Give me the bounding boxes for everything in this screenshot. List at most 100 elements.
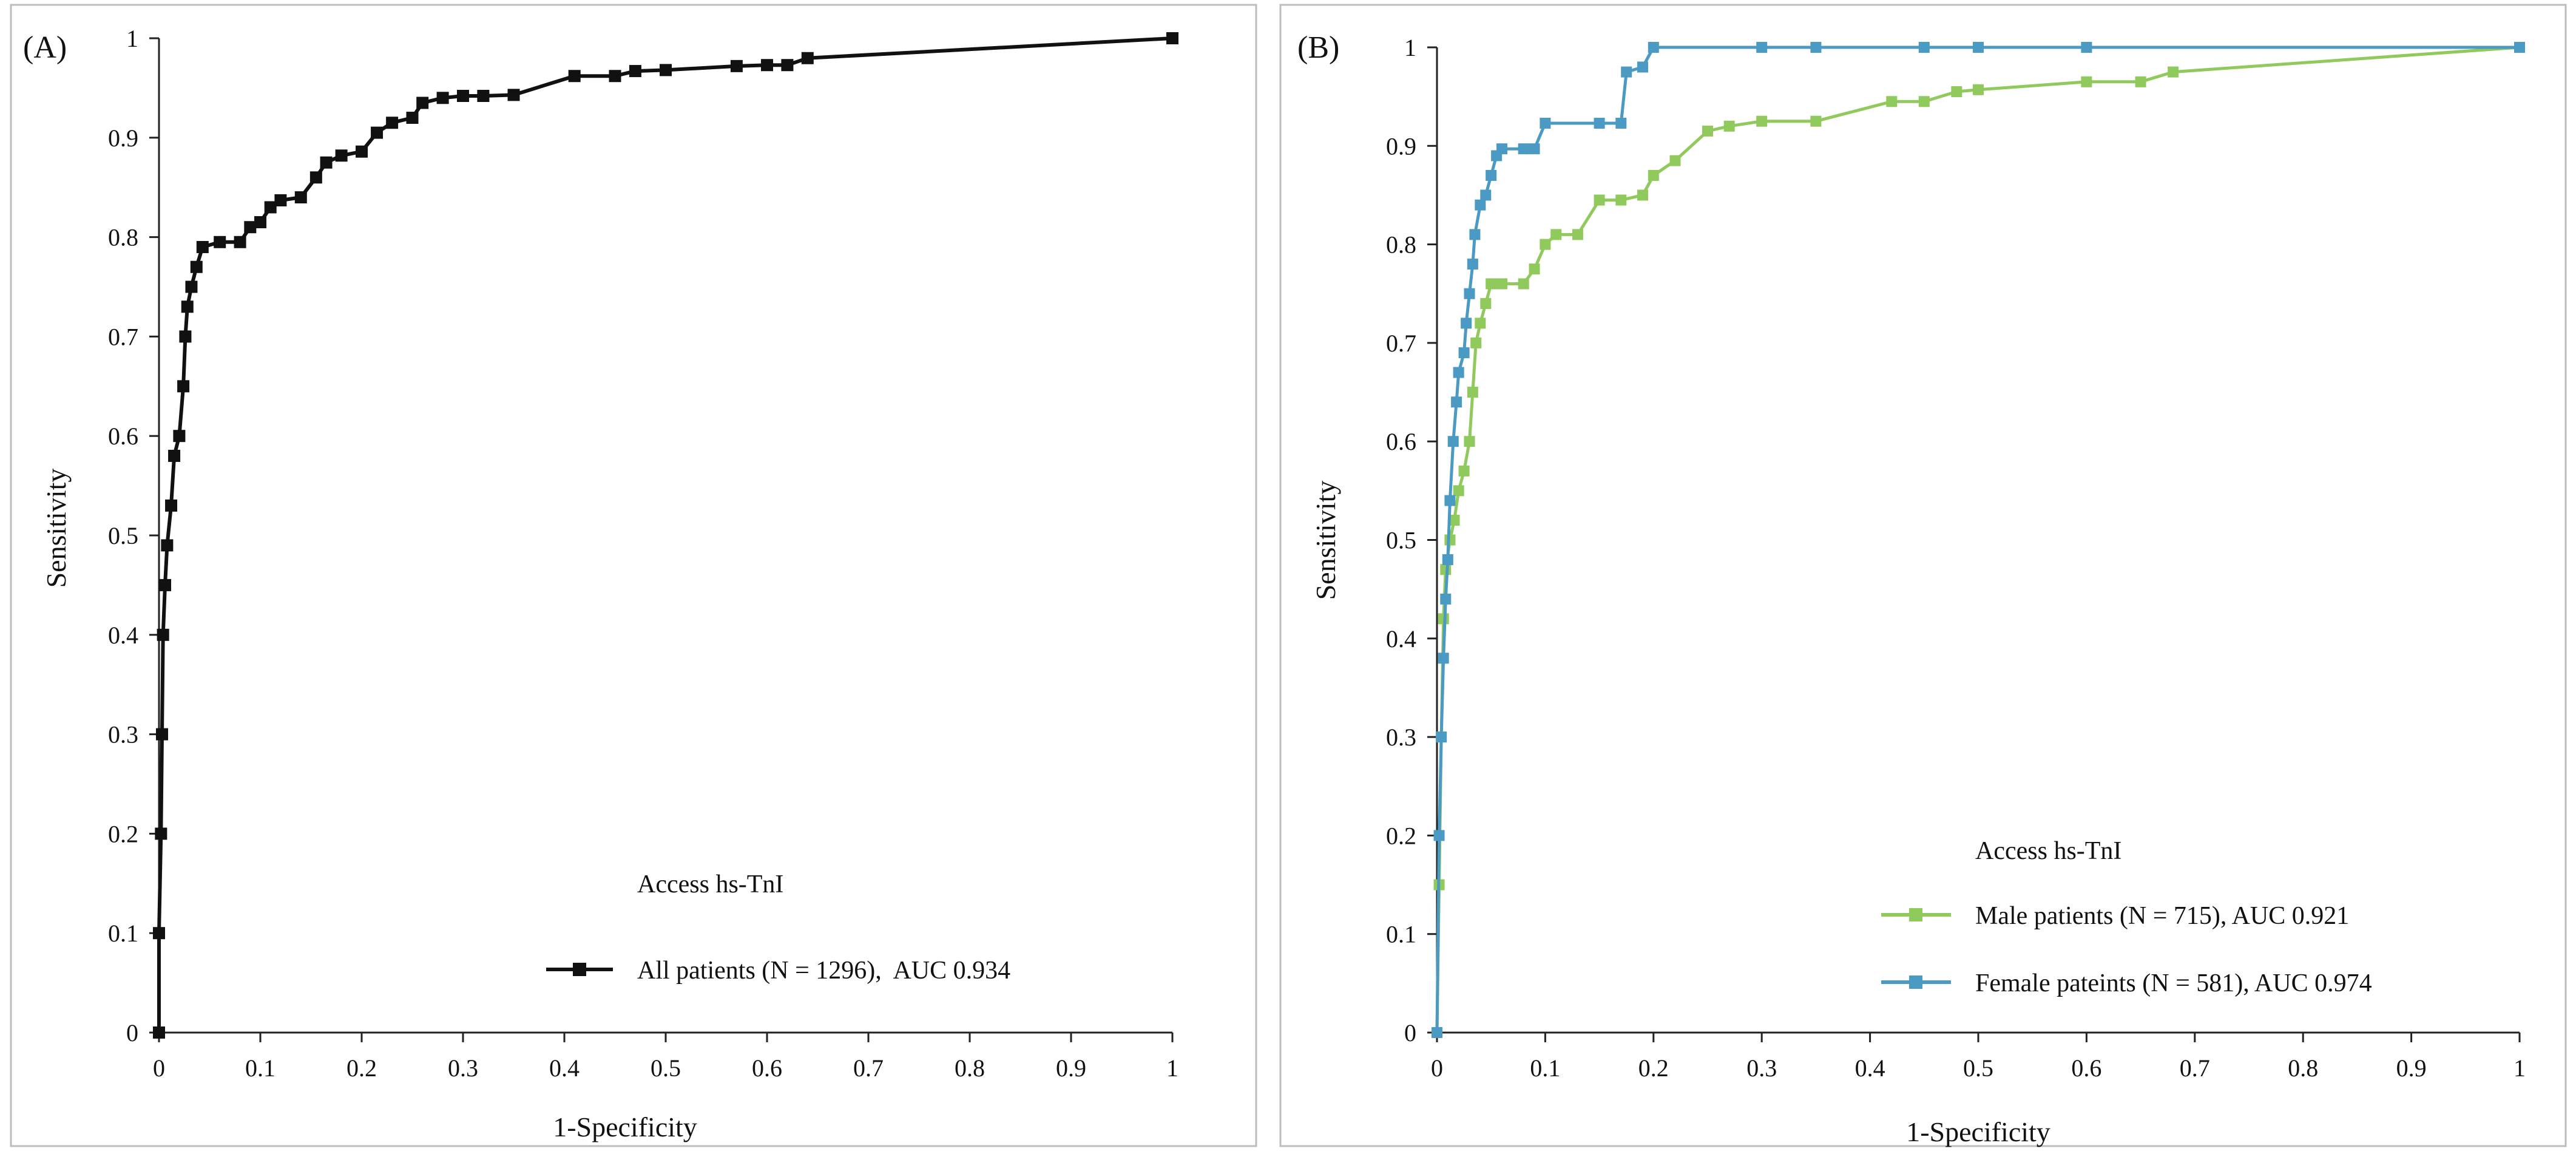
panel-b-series-1-point bbox=[1756, 115, 1768, 127]
panel-a-series-1-point bbox=[185, 280, 198, 293]
panel-a-legend-title: Access hs-TnI bbox=[637, 870, 783, 898]
panel-b-series-1-point bbox=[1458, 465, 1470, 477]
panel-b-series-2-point bbox=[1973, 42, 1984, 53]
panel-a-x-tick-label: 0.7 bbox=[853, 1054, 884, 1082]
panel-b-series-2-point bbox=[1458, 347, 1470, 359]
panel-b-series-2-point bbox=[1453, 367, 1464, 378]
panel-a-y-axis-title: Sensitivity bbox=[41, 469, 72, 588]
panel-a: (A) 0 0.1 0.2 0.3 0.4 0.5 0.6 0.7 0.8 0.9 1 0 0.1 0.2… bbox=[10, 4, 1257, 1147]
panel-a-series-1-point bbox=[477, 90, 490, 103]
panel-b-series-1-point bbox=[1615, 194, 1627, 206]
panel-b-series-2-point bbox=[1436, 731, 1447, 743]
panel-a-series-1-point bbox=[159, 578, 172, 591]
panel-b-legend-swatch-marker-male bbox=[1909, 908, 1922, 921]
panel-a-legend: Access hs-TnI All patients (N = 1296), A… bbox=[546, 870, 1010, 985]
panel-b-series-1-point bbox=[1540, 239, 1551, 250]
panel-b-series-2-point bbox=[1918, 42, 1930, 53]
panel-a-series-1-point bbox=[629, 65, 641, 78]
panel-b-series-1-point bbox=[1637, 189, 1648, 201]
panel-b-series-1-point bbox=[1449, 515, 1460, 526]
panel-a-series-1-point bbox=[244, 221, 257, 234]
panel-b-series-1-point bbox=[1529, 263, 1540, 275]
panel-a-x-tick-label: 0.5 bbox=[651, 1054, 681, 1082]
panel-a-series-1-point bbox=[335, 149, 348, 162]
panel-b-series-1-point bbox=[1475, 317, 1486, 329]
panel-a-series-1-point bbox=[320, 156, 333, 169]
panel-a-y-tick-label: 0.6 bbox=[108, 422, 138, 450]
panel-a-y-tick-label: 0.8 bbox=[108, 224, 138, 251]
panel-b-series-1-point bbox=[2135, 76, 2146, 87]
panel-b-legend-label-male: Male patients (N = 715), AUC 0.921 bbox=[1975, 902, 2349, 930]
panel-b-y-tick-label: 0.4 bbox=[1386, 625, 1416, 653]
panel-b-frame bbox=[1279, 4, 2567, 1147]
panel-b-legend: Access hs-TnI Male patients (N = 715), A… bbox=[1881, 837, 2372, 997]
panel-b-series-1-point bbox=[1572, 229, 1583, 240]
panel-b-series-2-point bbox=[1475, 199, 1486, 211]
panel-b-series-2-point bbox=[1648, 42, 1659, 53]
panel-b-series-2-point bbox=[1621, 66, 1632, 78]
panel-a-series-1-point bbox=[386, 117, 399, 129]
panel-b-series-2-point bbox=[1496, 143, 1508, 155]
panel-b-series-2-point bbox=[1637, 61, 1648, 73]
panel-a-y-tick-label: 0.5 bbox=[108, 522, 138, 549]
panel-b-series-2-point bbox=[1442, 554, 1453, 565]
panel-a-series-1-point bbox=[153, 927, 165, 940]
panel-b-y-tick-label: 0.7 bbox=[1386, 330, 1416, 357]
panel-b-legend-swatch-marker-female bbox=[1909, 975, 1922, 989]
panel-a-tag: (A) bbox=[23, 30, 67, 65]
panel-a-series-1-point bbox=[165, 499, 178, 512]
panel-b-x-tick-label: 0 bbox=[1431, 1054, 1443, 1082]
panel-b-series-1-point bbox=[1669, 155, 1681, 166]
panel-b-series-1-point bbox=[1467, 387, 1478, 398]
panel-a-series-1-point bbox=[568, 70, 581, 83]
panel-b-x-tick-label: 0.9 bbox=[2396, 1054, 2427, 1082]
panel-b-y-axis-title: Sensitivity bbox=[1310, 481, 1341, 600]
panel-b-series-1-point bbox=[1453, 485, 1464, 497]
panel-a-x-axis-title: 1-Specificity bbox=[553, 1111, 697, 1142]
panel-a-series-1-point bbox=[416, 97, 429, 109]
panel-a-series-1-point bbox=[181, 300, 194, 313]
panel-b-y-tick-label: 0.2 bbox=[1386, 822, 1416, 849]
panel-a-series-1-point bbox=[161, 539, 174, 552]
panel-b-series-2-point bbox=[1444, 495, 1456, 506]
panel-a-series-1-point bbox=[156, 728, 169, 741]
panel-a-series-1-line bbox=[157, 36, 1173, 1033]
panel-b-x-tick-label: 0.1 bbox=[1530, 1054, 1560, 1082]
panel-b-series-1-point bbox=[1723, 120, 1735, 132]
panel-b-series-2-point bbox=[1467, 259, 1478, 270]
panel-a-series-1-point bbox=[761, 59, 773, 72]
panel-b-series-1-point bbox=[1480, 297, 1492, 309]
panel-a-x-tick-label: 0.8 bbox=[955, 1054, 985, 1082]
panel-a-series-1-point bbox=[214, 236, 226, 248]
panel-a-plot: 0 0.1 0.2 0.3 0.4 0.5 0.6 0.7 0.8 0.9 1 0 0.1 0.2 0.3 0… bbox=[108, 25, 1178, 1082]
panel-b-y-tick-label: 0.5 bbox=[1386, 527, 1416, 554]
panel-a-y-tick-label: 0.4 bbox=[108, 622, 138, 649]
panel-b-y-tick-label: 0.6 bbox=[1386, 428, 1416, 455]
panel-b-series-1-point bbox=[1594, 194, 1605, 206]
panel-b-series-2-point bbox=[1464, 288, 1475, 299]
panel-b-series-1-point bbox=[1918, 96, 1930, 107]
panel-b-series-1-point bbox=[1886, 96, 1898, 107]
panel-a-x-tick-label: 0 bbox=[153, 1054, 165, 1082]
panel-b-series-2-point bbox=[2514, 42, 2525, 53]
panel-b-series-1-point bbox=[1648, 169, 1659, 181]
panel-a-y-tick-label: 0.7 bbox=[108, 323, 138, 350]
panel-a-series-1-point bbox=[274, 194, 287, 206]
panel-a-y-tick-label: 0.9 bbox=[108, 124, 138, 152]
panel-a-x-tick-label: 0.2 bbox=[347, 1054, 377, 1082]
panel-b-x-tick-label: 0.6 bbox=[2071, 1054, 2101, 1082]
panel-a-series-1-point bbox=[254, 216, 266, 229]
panel-b-series-2-point bbox=[1433, 830, 1445, 841]
panel-a-series-1-point bbox=[609, 70, 621, 83]
panel-b-series-1-point bbox=[1810, 115, 1822, 127]
panel-b-y-tick-label: 0.9 bbox=[1386, 132, 1416, 160]
panel-a-legend-label: All patients (N = 1296), AUC 0.934 bbox=[637, 957, 1010, 985]
panel-b-series-2-point bbox=[1594, 117, 1605, 129]
panel-a-series-1-point bbox=[196, 240, 209, 253]
panel-b-series-2-point bbox=[1810, 42, 1822, 53]
panel-a-series-1-point bbox=[190, 260, 203, 273]
panel-b-series-2-line bbox=[1435, 46, 2520, 1033]
panel-b-series-2-point bbox=[1469, 229, 1481, 240]
panel-b-series-1-point bbox=[2168, 66, 2179, 78]
